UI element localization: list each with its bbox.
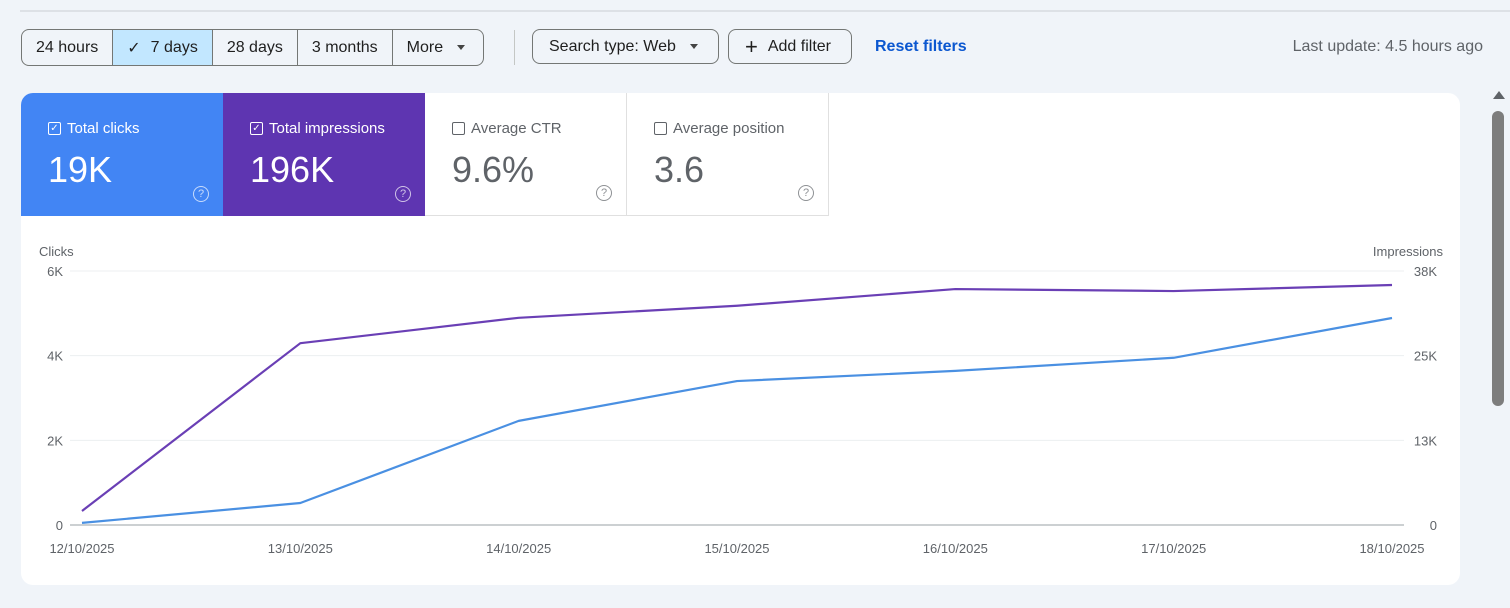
right-tick-label: 38K: [1414, 264, 1437, 279]
help-icon[interactable]: ?: [193, 186, 209, 202]
check-icon: ✓: [127, 39, 141, 57]
range-24-hours[interactable]: 24 hours: [22, 30, 114, 65]
add-filter-button[interactable]: + Add filter: [728, 29, 852, 64]
series-line-clicks: [81, 316, 1393, 524]
left-axis-title: Clicks: [39, 244, 74, 259]
x-tick-label: 16/10/2025: [923, 541, 988, 556]
help-icon[interactable]: ?: [798, 185, 814, 201]
metric-tile-average-ctr[interactable]: Average CTR 9.6% ?: [425, 93, 627, 216]
right-tick-label: 13K: [1414, 433, 1437, 448]
scrollbar[interactable]: [1489, 86, 1509, 608]
range-28-days[interactable]: 28 days: [213, 30, 298, 65]
reset-filters-link[interactable]: Reset filters: [875, 38, 967, 55]
range-3-months[interactable]: 3 months: [298, 30, 393, 65]
last-update-text: Last update: 4.5 hours ago: [1292, 38, 1483, 55]
range-7-days[interactable]: ✓ 7 days: [113, 30, 213, 65]
x-tick-label: 15/10/2025: [704, 541, 769, 556]
search-type-dropdown[interactable]: Search type: Web: [532, 29, 719, 64]
scroll-up-arrow-icon[interactable]: [1493, 91, 1505, 99]
checkbox-unchecked-icon[interactable]: [452, 122, 465, 135]
top-divider: [20, 10, 1510, 12]
metric-tile-average-position[interactable]: Average position 3.6 ?: [627, 93, 829, 216]
scrollbar-thumb[interactable]: [1492, 111, 1504, 406]
metric-value: 3.6: [654, 149, 705, 190]
metric-value: 9.6%: [452, 149, 535, 190]
help-icon[interactable]: ?: [596, 185, 612, 201]
x-tick-label: 13/10/2025: [268, 541, 333, 556]
right-tick-label: 25K: [1414, 349, 1437, 364]
metric-tile-total-impressions[interactable]: ✓ Total impressions 196K ?: [223, 93, 425, 216]
left-tick-label: 0: [56, 518, 63, 533]
left-tick-label: 2K: [47, 433, 63, 448]
x-tick-label: 12/10/2025: [49, 541, 114, 556]
left-tick-label: 4K: [47, 349, 63, 364]
help-icon[interactable]: ?: [395, 186, 411, 202]
metric-tile-total-clicks[interactable]: ✓ Total clicks 19K ?: [21, 93, 223, 216]
range-more-dropdown[interactable]: More: [393, 30, 483, 65]
performance-chart: Clicks Impressions 0 0 2K 13K 4K 25K 6K 38K 12/1…: [39, 244, 1444, 556]
x-tick-label: 18/10/2025: [1359, 541, 1424, 556]
left-tick-label: 6K: [47, 264, 63, 279]
checkbox-checked-icon[interactable]: ✓: [250, 122, 263, 135]
right-tick-label: 0: [1430, 518, 1437, 533]
metric-value: 19K: [48, 149, 113, 190]
caret-down-icon: [689, 44, 698, 49]
series-line-impressions: [81, 283, 1393, 512]
plus-icon: +: [745, 33, 758, 59]
performance-card: ✓ Total clicks 19K ? ✓ Total impressions 1…: [21, 93, 1460, 585]
x-tick-label: 14/10/2025: [486, 541, 551, 556]
checkbox-unchecked-icon[interactable]: [654, 122, 667, 135]
checkbox-checked-icon[interactable]: ✓: [48, 122, 61, 135]
date-range-selector: 24 hours ✓ 7 days 28 days 3 months More: [21, 29, 485, 66]
right-axis-title: Impressions: [1373, 244, 1444, 259]
toolbar-divider: [514, 30, 515, 65]
x-tick-label: 17/10/2025: [1141, 541, 1206, 556]
caret-down-icon: [457, 45, 466, 50]
metric-value: 196K: [250, 149, 335, 190]
